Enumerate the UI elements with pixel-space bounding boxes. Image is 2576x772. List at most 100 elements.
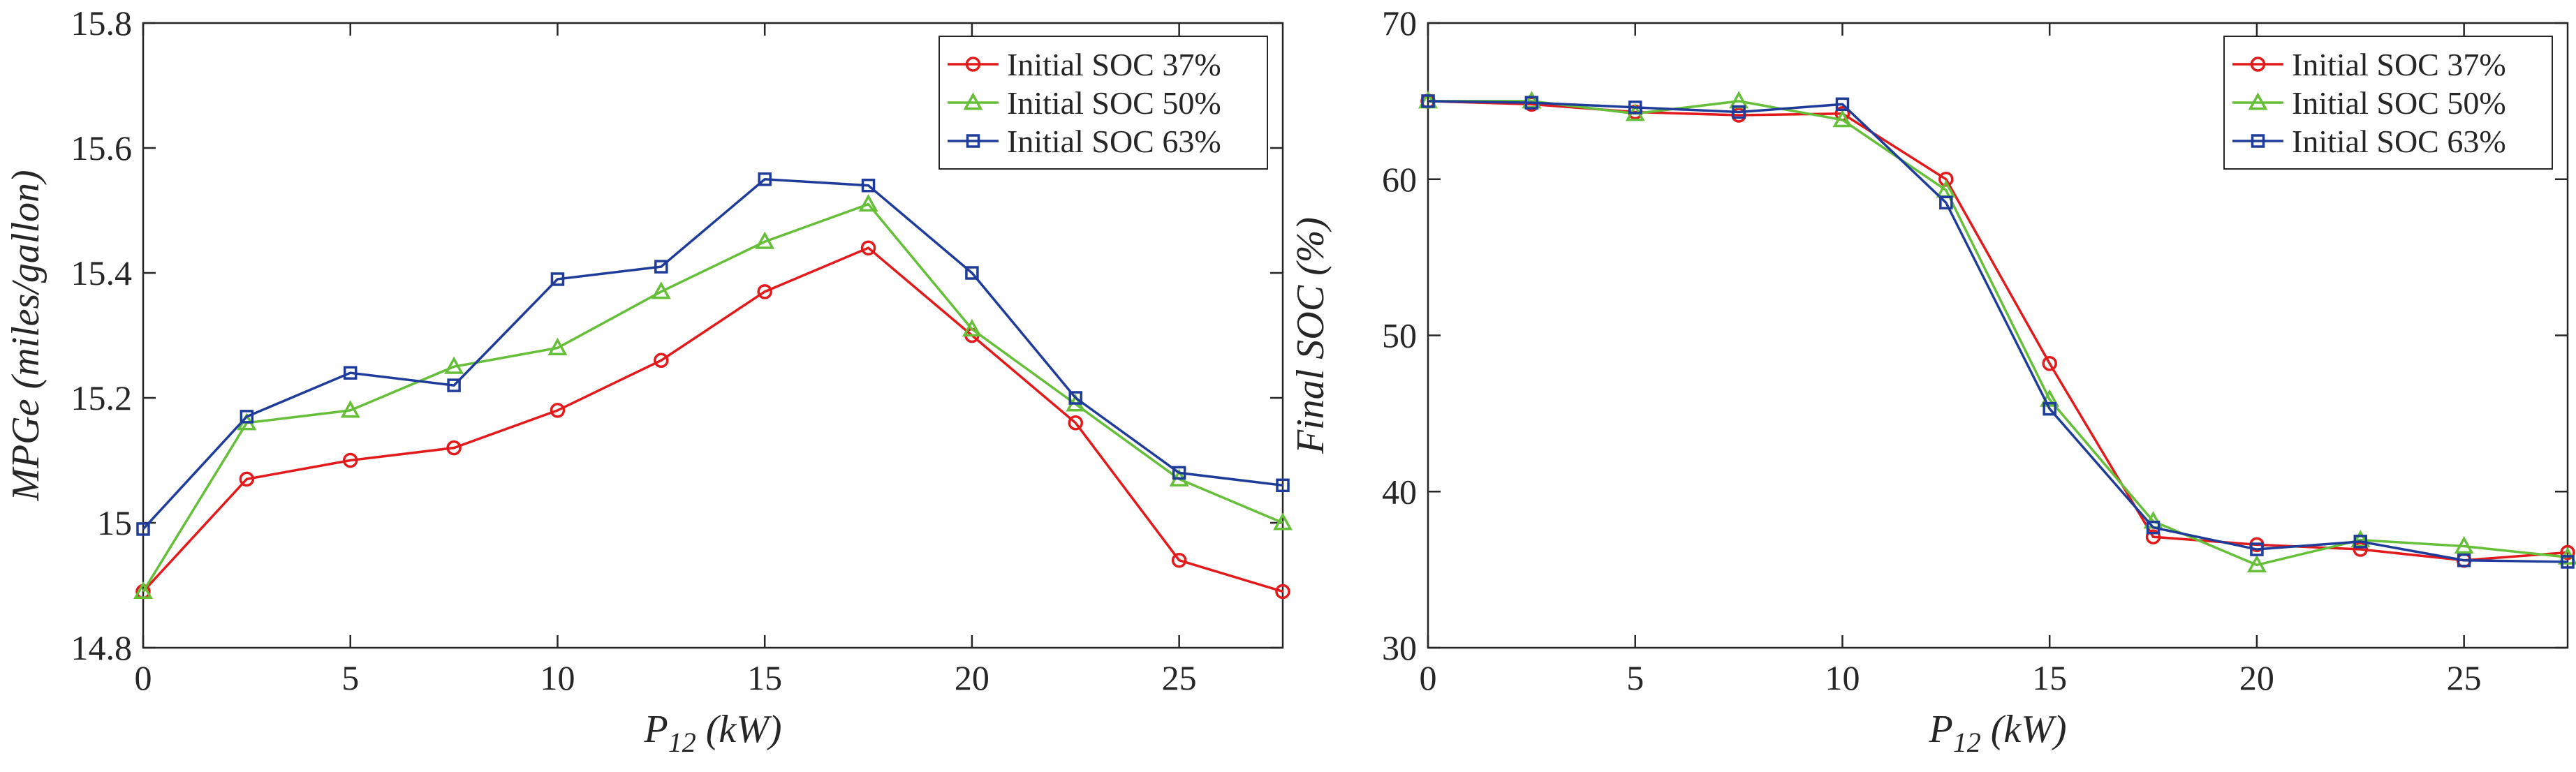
y-tick-label: 60 [1382, 160, 1417, 199]
data-point [965, 266, 979, 280]
data-point [2457, 553, 2471, 567]
mpge-chart: 0 5 10 15 20 25 14.8 15 15.2 15.4 15.6 15.8 P12 (kW)… [4, 3, 1293, 758]
legend-swatch-marker [966, 134, 980, 148]
data-point [1172, 466, 1186, 480]
data-point [755, 231, 775, 249]
data-point [1938, 172, 1954, 187]
x-tick-label: 20 [955, 658, 989, 697]
data-point [861, 178, 876, 193]
legend-label: Initial SOC 37% [1007, 47, 1221, 82]
x-tick-label: 15 [2032, 658, 2067, 697]
legend-swatch-marker [2250, 57, 2266, 72]
data-point [239, 471, 255, 487]
x-tick-label: 20 [2239, 658, 2274, 697]
data-point [444, 356, 464, 374]
legend-label: Initial SOC 37% [2292, 47, 2506, 82]
data-point [1524, 96, 1539, 110]
legend-item: Initial SOC 63% [2232, 124, 2506, 159]
legend-label: Initial SOC 50% [1007, 85, 1221, 121]
legend-item: Initial SOC 50% [948, 85, 1221, 121]
data-point [860, 240, 876, 255]
data-point [547, 337, 568, 355]
series-line [1427, 100, 2568, 563]
x-tick-label: 5 [341, 658, 359, 697]
series-line [142, 202, 1283, 593]
y-tick-label: 15.4 [71, 253, 133, 292]
data-point [240, 410, 254, 424]
legend-item: Initial SOC 37% [948, 47, 1221, 82]
data-point [340, 400, 360, 418]
data-point [1273, 512, 1293, 530]
data-point [136, 522, 150, 536]
data-point [1421, 94, 1435, 108]
data-point [2043, 401, 2056, 416]
data-point [550, 272, 565, 286]
data-point [654, 260, 668, 274]
legend-swatch-marker [2248, 92, 2268, 110]
series-line [142, 177, 1283, 530]
legend-label: Initial SOC 63% [2292, 124, 2506, 159]
data-point [1732, 105, 1746, 119]
data-point [2561, 555, 2575, 569]
legend-item: Initial SOC 50% [2232, 85, 2506, 121]
legend-swatch-marker [965, 57, 981, 72]
data-point [2146, 520, 2161, 535]
data-point [446, 440, 462, 456]
data-point [2353, 535, 2368, 549]
data-point [1068, 391, 1083, 405]
y-tick-label: 15.6 [71, 128, 133, 168]
data-point [1628, 101, 1642, 114]
y-tick-label: 40 [1382, 472, 1417, 511]
y-tick-label: 14.8 [71, 628, 133, 667]
x-tick-label: 10 [540, 658, 575, 697]
x-axis-label: P12 (kW) [1928, 708, 2066, 758]
y-tick-label: 15 [97, 503, 132, 542]
y-tick-label: 50 [1382, 316, 1417, 355]
data-point [1171, 552, 1187, 568]
legend: Initial SOC 37%Initial SOC 50%Initial SO… [2223, 36, 2553, 170]
data-point [654, 352, 669, 369]
x-tick-label: 10 [1825, 658, 1860, 697]
x-tick-label: 25 [1162, 658, 1197, 697]
series-line [142, 246, 1283, 593]
data-point [2250, 542, 2264, 556]
y-tick-label: 15.2 [71, 378, 133, 417]
final-soc-chart: 0 5 10 15 20 25 30 40 50 60 70 P12 (kW) Final SOC (%… [1289, 3, 2576, 758]
legend: Initial SOC 37%Initial SOC 50%Initial SO… [939, 36, 1268, 170]
data-point [962, 318, 982, 337]
data-point [1068, 415, 1084, 431]
data-point [1939, 195, 1953, 210]
data-point [757, 284, 772, 299]
series-3 [1421, 94, 2575, 569]
y-axis-label: MPGe (miles/gallon) [4, 170, 47, 501]
data-point [758, 172, 772, 186]
series-line [1428, 100, 2568, 567]
legend-item: Initial SOC 37% [2232, 47, 2506, 82]
data-point [2042, 356, 2057, 371]
x-tick-label: 15 [747, 658, 782, 697]
data-point [343, 366, 358, 380]
data-point [342, 452, 358, 468]
data-point [651, 281, 671, 299]
data-point [550, 403, 566, 418]
y-tick-label: 30 [1382, 628, 1417, 667]
data-point [1835, 97, 1850, 112]
data-point [2454, 535, 2474, 554]
series-line [1427, 100, 2568, 562]
data-point [1832, 110, 1853, 128]
data-point [1275, 584, 1290, 600]
legend-swatch-marker [2251, 134, 2265, 148]
series-2 [133, 193, 1293, 599]
legend-label: Initial SOC 63% [1007, 124, 1221, 159]
data-point [858, 193, 878, 212]
data-point [2145, 529, 2161, 544]
x-tick-label: 5 [1626, 658, 1644, 697]
plot-area-frame [142, 22, 1284, 649]
series-1 [135, 240, 1290, 600]
x-axis-label: P12 (kW) [643, 708, 781, 758]
legend-swatch-marker [963, 92, 983, 110]
y-axis-label: Final SOC (%) [1289, 217, 1332, 454]
legend-label: Initial SOC 50% [2292, 85, 2506, 121]
x-tick-label: 0 [1420, 658, 1437, 697]
